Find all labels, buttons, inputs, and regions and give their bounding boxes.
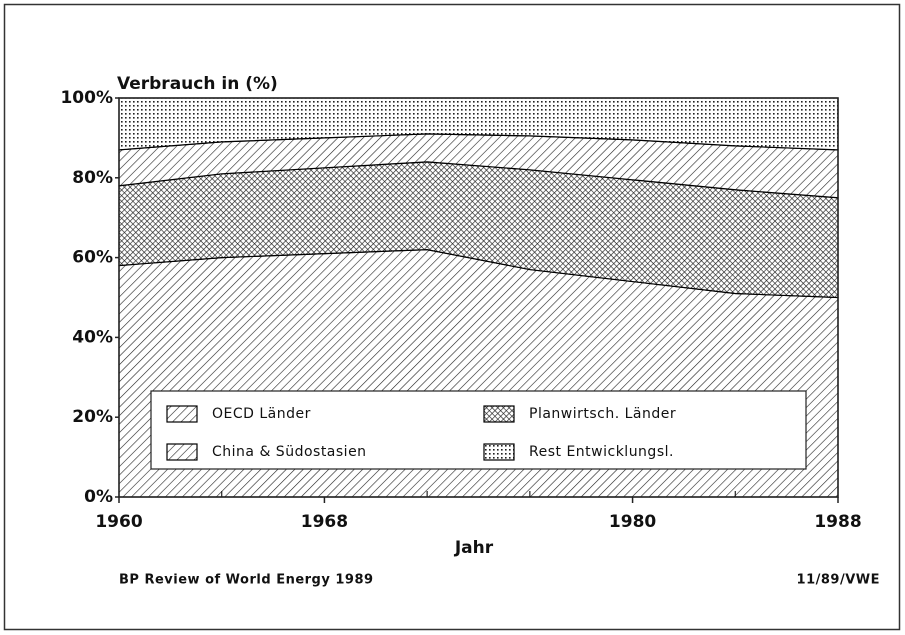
legend-swatch: [483, 443, 515, 461]
frame: [3, 3, 901, 631]
legend-label: China & Südostasien: [212, 444, 367, 460]
credit: 11/89/VWE: [797, 573, 880, 588]
legend-box: [150, 390, 807, 470]
legend-swatch: [483, 405, 515, 423]
y-axis-label: Verbrauch in (%): [117, 74, 278, 94]
y-tick-label: 60%: [72, 248, 113, 268]
y-tick-label: 100%: [60, 88, 113, 108]
x-tick-label: 1960: [95, 512, 142, 532]
y-tick-label: 40%: [72, 327, 113, 347]
legend-label: Rest Entwicklungsl.: [529, 444, 674, 460]
legend-swatch: [166, 443, 198, 461]
x-axis-label: Jahr: [454, 538, 494, 558]
legend-swatch: [166, 405, 198, 423]
legend-label: Planwirtsch. Länder: [529, 406, 676, 422]
plot-frame: [118, 97, 839, 498]
y-tick-label: 20%: [72, 407, 113, 427]
x-tick-label: 1980: [609, 512, 656, 532]
source: BP Review of World Energy 1989: [119, 573, 374, 588]
legend-label: OECD Länder: [212, 406, 311, 422]
y-tick-label: 80%: [72, 168, 113, 188]
x-tick-label: 1988: [814, 512, 861, 532]
x-tick-label: 1968: [301, 512, 348, 532]
y-tick-label: 0%: [84, 487, 113, 507]
